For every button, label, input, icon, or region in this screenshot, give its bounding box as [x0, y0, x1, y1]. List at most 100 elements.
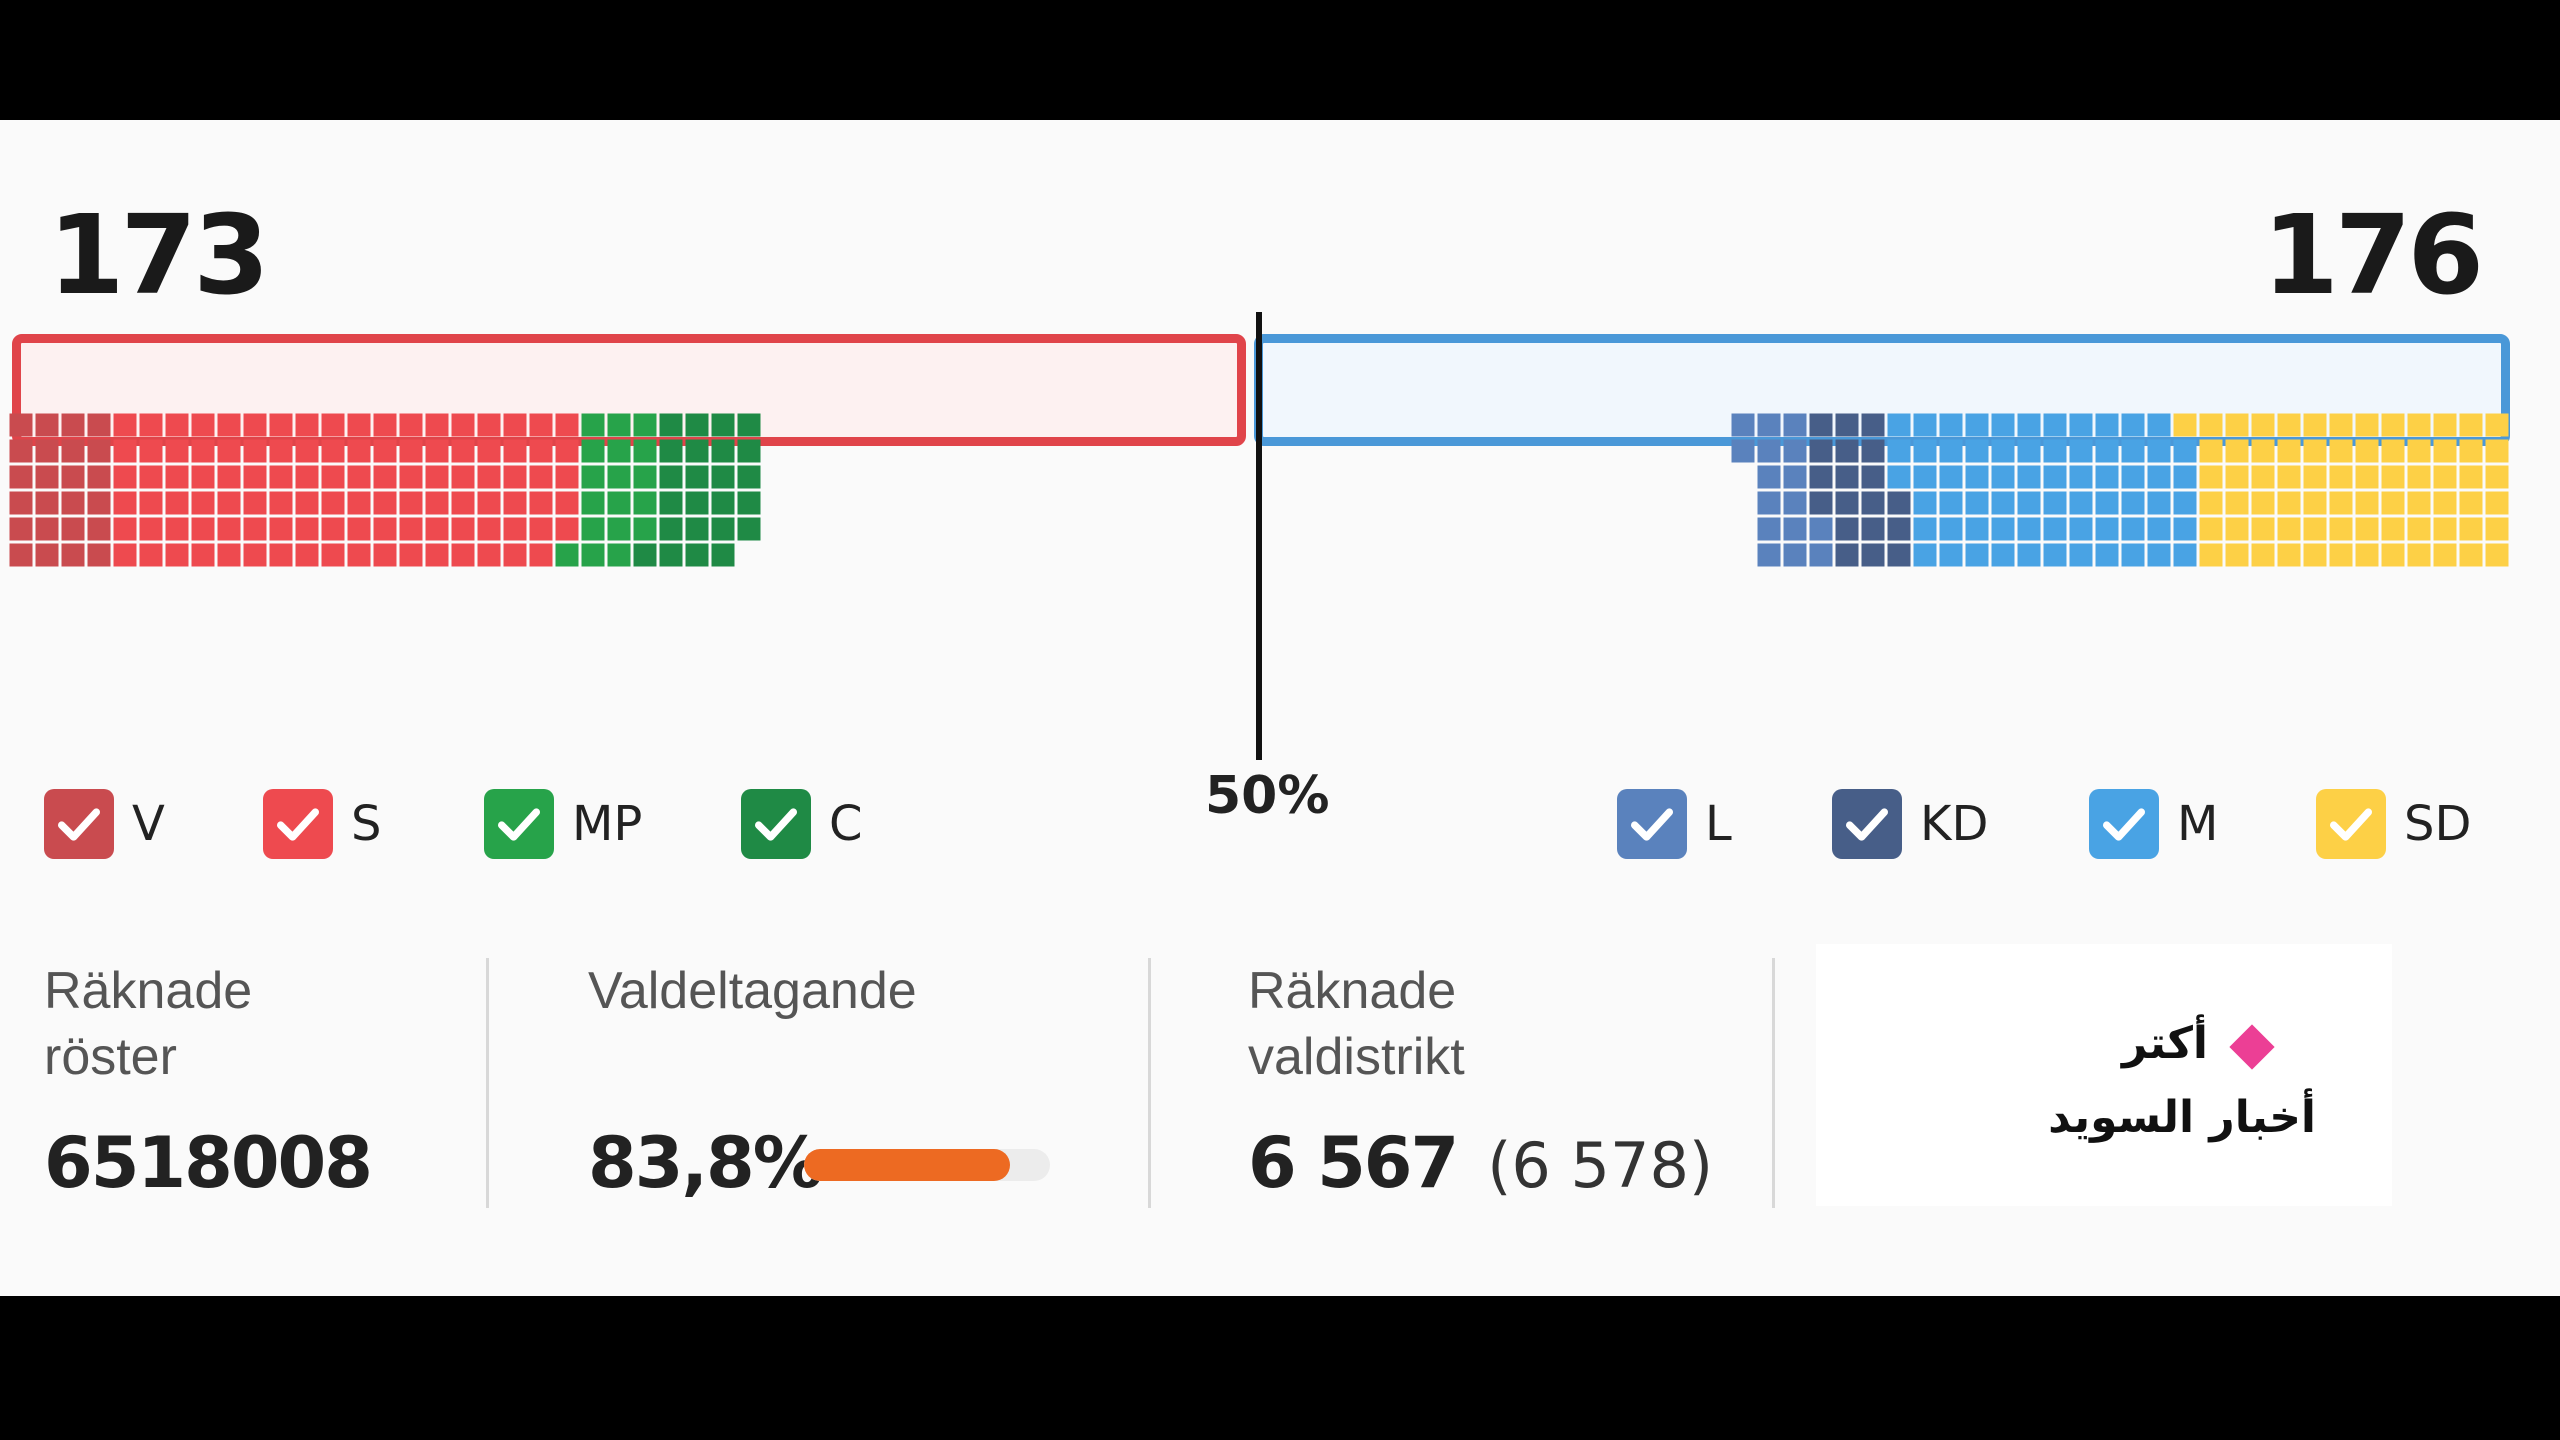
seat-s — [217, 491, 241, 515]
seat-s — [555, 517, 579, 541]
seat-l — [1757, 465, 1781, 489]
seat-m — [1939, 413, 1963, 437]
seat-s — [113, 517, 137, 541]
seat-m — [2017, 439, 2041, 463]
seat-m — [2147, 465, 2171, 489]
seat-s — [347, 465, 371, 489]
seat-s — [477, 439, 501, 463]
seat-sd — [2355, 465, 2379, 489]
seat-s — [295, 491, 319, 515]
seat-kd — [1861, 517, 1885, 541]
seat-sd — [2199, 491, 2223, 515]
seat-c — [659, 517, 683, 541]
seat-m — [2095, 465, 2119, 489]
legend-label-s: S — [351, 796, 382, 852]
checkbox-l[interactable] — [1617, 789, 1687, 859]
seat-sd — [2485, 491, 2509, 515]
check-icon — [1845, 808, 1889, 841]
seat-mp — [607, 517, 631, 541]
seat-m — [1913, 465, 1937, 489]
seat-mp — [581, 491, 605, 515]
seat-l — [1783, 543, 1807, 567]
seat-sd — [2225, 465, 2249, 489]
legend-item-l[interactable]: L — [1617, 786, 1732, 862]
seat-s — [269, 543, 293, 567]
seat-s — [529, 465, 553, 489]
seat-sd — [2303, 465, 2327, 489]
seat-m — [2173, 491, 2197, 515]
districts-total: (6 578) — [1487, 1129, 1714, 1202]
seat-sd — [2485, 413, 2509, 437]
seat-s — [295, 439, 319, 463]
seat-m — [2147, 517, 2171, 541]
seat-s — [191, 517, 215, 541]
seat-s — [113, 543, 137, 567]
seat-m — [2173, 439, 2197, 463]
seat-s — [451, 543, 475, 567]
check-icon — [1630, 808, 1674, 841]
seat-s — [165, 491, 189, 515]
legend-item-s[interactable]: S — [263, 786, 381, 862]
seat-m — [2147, 491, 2171, 515]
seat-s — [425, 413, 449, 437]
legend-item-mp[interactable]: MP — [484, 786, 642, 862]
legend-item-v[interactable]: V — [44, 786, 165, 862]
seat-v — [87, 543, 111, 567]
legend-item-kd[interactable]: KD — [1832, 786, 1988, 862]
seat-m — [2017, 413, 2041, 437]
seat-m — [1939, 465, 1963, 489]
seat-v — [9, 517, 33, 541]
seat-sd — [2407, 413, 2431, 437]
seat-sd — [2173, 413, 2197, 437]
seat-l — [1757, 413, 1781, 437]
seat-m — [1991, 517, 2015, 541]
seat-sd — [2251, 517, 2275, 541]
seat-kd — [1861, 543, 1885, 567]
seat-s — [165, 543, 189, 567]
seat-l — [1809, 517, 1833, 541]
seat-m — [2147, 543, 2171, 567]
seat-mp — [607, 491, 631, 515]
checkbox-v[interactable] — [44, 789, 114, 859]
checkbox-mp[interactable] — [484, 789, 554, 859]
seat-s — [529, 439, 553, 463]
seat-kd — [1809, 413, 1833, 437]
seat-m — [1913, 491, 1937, 515]
counted-districts-value: 6 567 (6 578) — [1248, 1122, 1713, 1204]
seat-s — [399, 439, 423, 463]
seat-s — [165, 517, 189, 541]
seat-m — [2017, 465, 2041, 489]
seat-kd — [1835, 439, 1859, 463]
checkbox-kd[interactable] — [1832, 789, 1902, 859]
checkbox-sd[interactable] — [2316, 789, 2386, 859]
seat-m — [2017, 517, 2041, 541]
seat-kd — [1887, 543, 1911, 567]
checkbox-s[interactable] — [263, 789, 333, 859]
seat-m — [2017, 491, 2041, 515]
checkbox-m[interactable] — [2089, 789, 2159, 859]
check-icon — [57, 808, 101, 841]
seat-m — [1965, 517, 1989, 541]
checkbox-c[interactable] — [741, 789, 811, 859]
seat-s — [347, 517, 371, 541]
seat-s — [373, 491, 397, 515]
seat-s — [139, 491, 163, 515]
seat-v — [35, 439, 59, 463]
seat-m — [1939, 543, 1963, 567]
seat-c — [685, 439, 709, 463]
seat-m — [1991, 465, 2015, 489]
seat-kd — [1861, 465, 1885, 489]
seat-s — [217, 465, 241, 489]
seat-m — [2069, 465, 2093, 489]
seat-sd — [2381, 413, 2405, 437]
seat-s — [191, 465, 215, 489]
seat-sd — [2329, 413, 2353, 437]
legend-item-c[interactable]: C — [741, 786, 863, 862]
seat-kd — [1809, 465, 1833, 489]
seat-s — [321, 491, 345, 515]
counted-districts-label: Räknade valdistrikt — [1248, 962, 1465, 1086]
legend-item-sd[interactable]: SD — [2316, 786, 2471, 862]
legend-item-m[interactable]: M — [2089, 786, 2218, 862]
seat-l — [1757, 491, 1781, 515]
seat-kd — [1835, 465, 1859, 489]
